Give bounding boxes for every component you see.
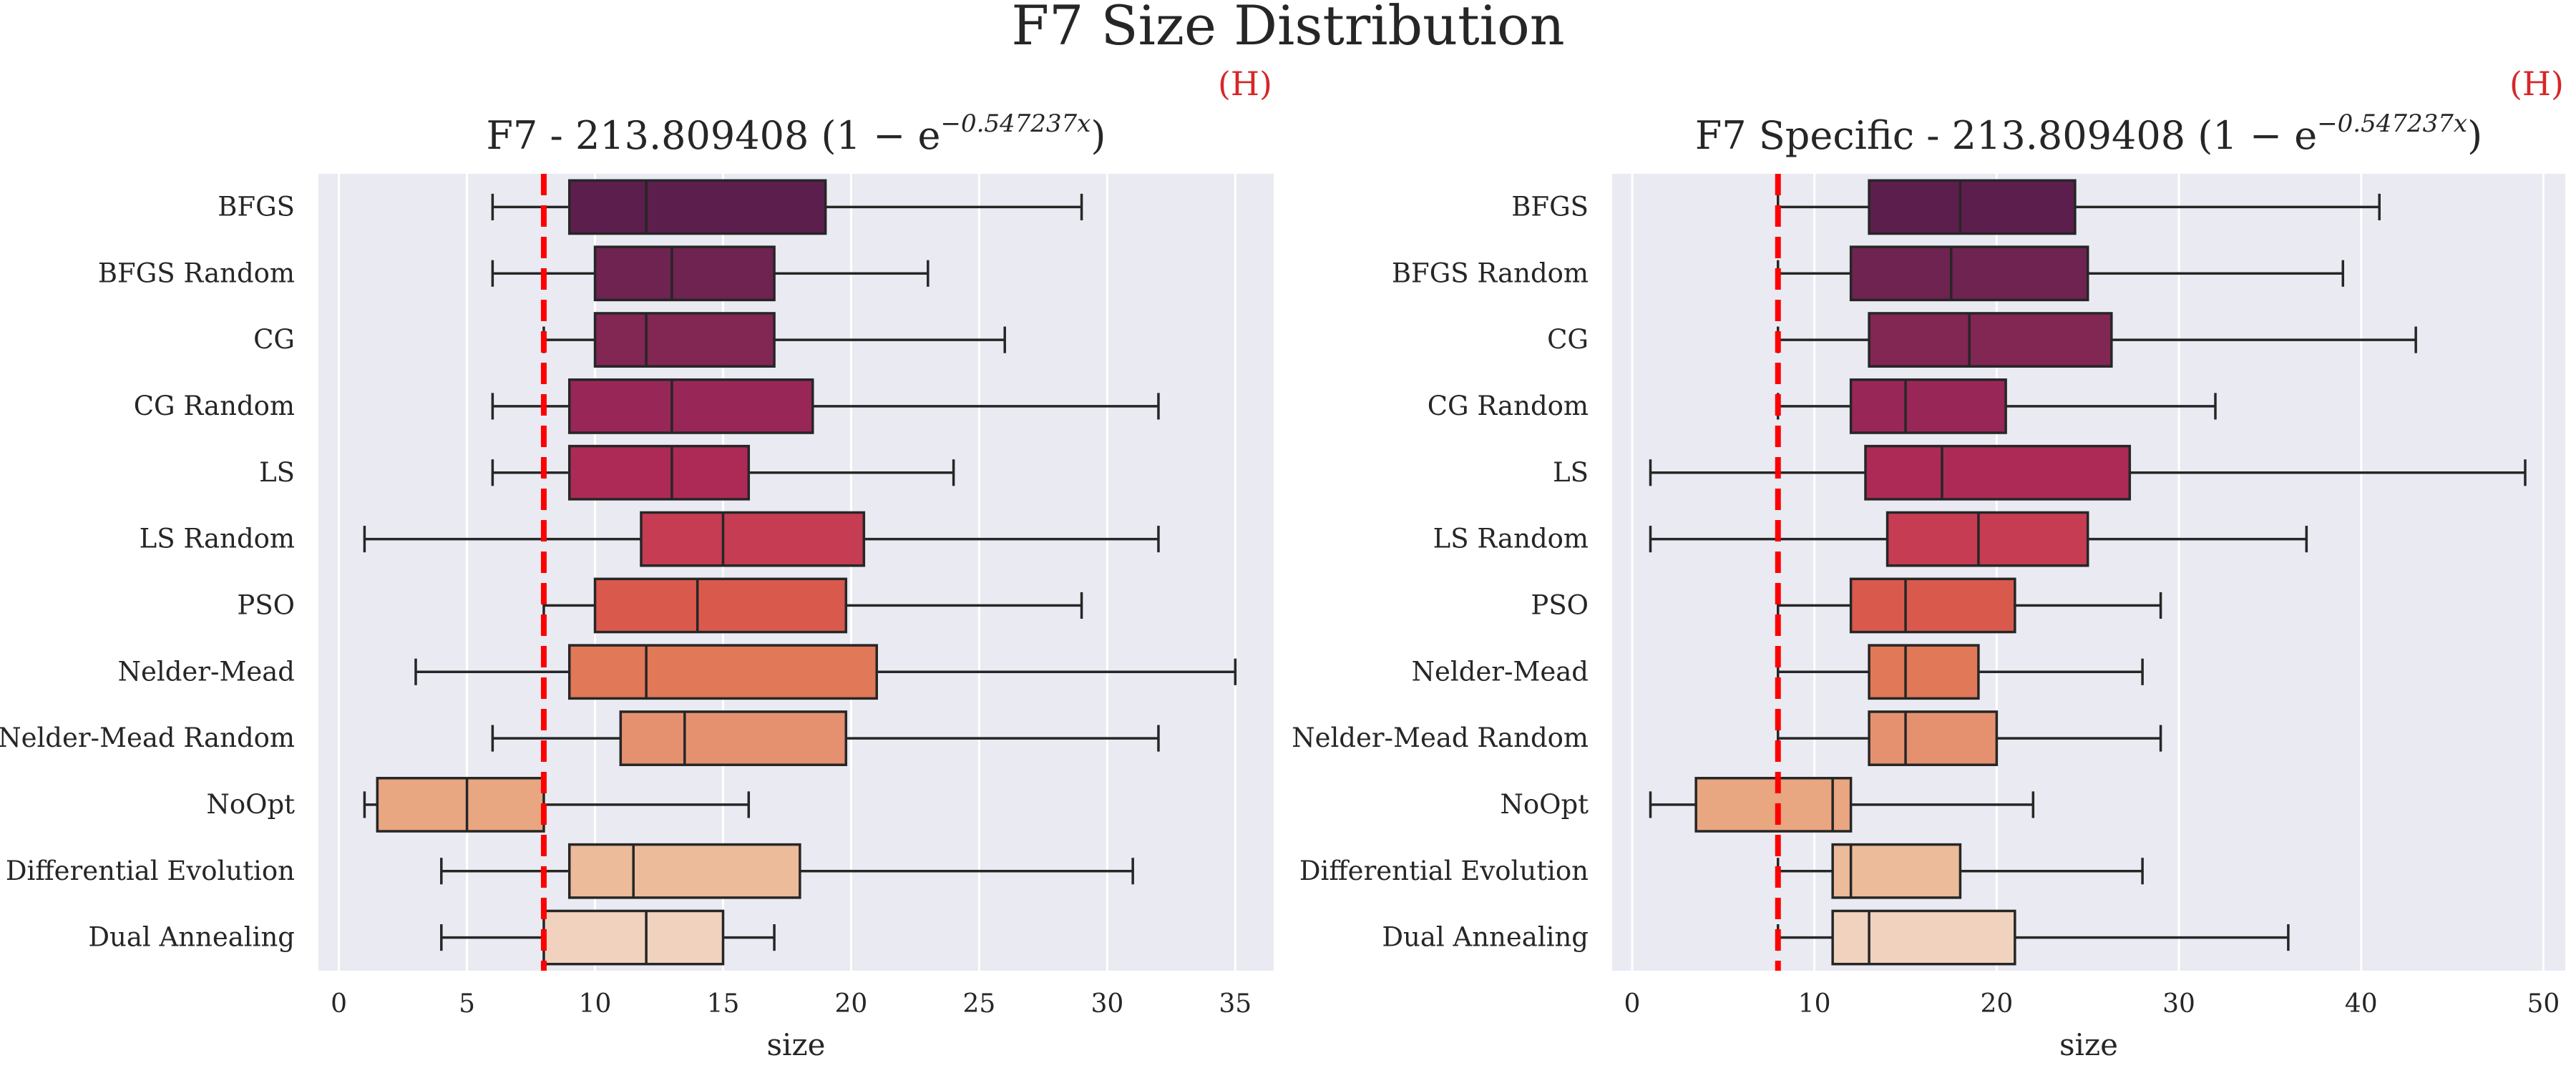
box-dual-annealing xyxy=(542,909,725,966)
reference-marker-right: (H) xyxy=(2509,64,2564,103)
box-bfgs-random xyxy=(593,245,776,302)
box-differential-evolution xyxy=(568,843,801,899)
category-label-pso: PSO xyxy=(237,589,295,620)
category-label-ls-random: LS Random xyxy=(140,524,295,554)
category-label-bfgs: BFGS xyxy=(218,191,295,222)
category-label-cg: CG xyxy=(253,324,295,355)
box-pso xyxy=(593,577,848,634)
x-tick-label-20: 20 xyxy=(835,989,868,1019)
category-label-cg-random: CG Random xyxy=(134,391,295,421)
x-tick-label-30: 30 xyxy=(1091,989,1123,1019)
box-ls xyxy=(1864,444,2132,501)
x-tick-label-10: 10 xyxy=(1798,989,1831,1019)
figure-title: F7 Size Distribution xyxy=(1011,0,1564,57)
box-nelder-mead xyxy=(1868,644,1980,700)
category-label-bfgs-random: BFGS Random xyxy=(1392,258,1589,288)
category-label-nelder-mead-random: Nelder-Mead Random xyxy=(0,722,295,753)
x-tick-label-5: 5 xyxy=(459,989,475,1019)
box-nelder-mead-random xyxy=(619,710,848,766)
category-label-ls-random: LS Random xyxy=(1433,524,1589,554)
category-label-nelder-mead: Nelder-Mead xyxy=(118,656,295,687)
category-label-ls: LS xyxy=(259,457,295,488)
box-dual-annealing xyxy=(1831,909,2016,966)
chart-panel-left: 0 5 10 15 20 25 30 35 size F7 - 213.809408 (1 − e… xyxy=(0,64,1274,1062)
box-cg-random xyxy=(1849,378,2007,434)
x-tick-label-30: 30 xyxy=(2162,989,2195,1019)
category-label-bfgs: BFGS xyxy=(1511,191,1589,222)
box-cg xyxy=(593,312,776,368)
category-label-cg-random: CG Random xyxy=(1428,391,1589,421)
x-tick-label-40: 40 xyxy=(2345,989,2378,1019)
chart-panel-right: 0 10 20 30 40 50 size F7 Specific - 213.809408 … xyxy=(1292,64,2565,1062)
category-label-dual-annealing: Dual Annealing xyxy=(1382,922,1589,953)
reference-marker-left: (H) xyxy=(1218,64,1272,103)
x-tick-label-25: 25 xyxy=(962,989,995,1019)
category-label-nelder-mead-random: Nelder-Mead Random xyxy=(1292,722,1589,753)
category-label-differential-evolution: Differential Evolution xyxy=(1299,856,1589,886)
box-noopt xyxy=(1694,777,1853,833)
panel-title-left: F7 - 213.809408 (1 − e−0.547237x) xyxy=(487,109,1106,158)
x-tick-label-20: 20 xyxy=(1980,989,2013,1019)
x-axis-label-right: size xyxy=(2059,1027,2118,1062)
box-pso xyxy=(1849,577,2016,634)
box-bfgs xyxy=(568,179,827,235)
box-ls-random xyxy=(640,511,866,567)
x-tick-label-50: 50 xyxy=(2527,989,2560,1019)
box-nelder-mead xyxy=(568,644,878,700)
category-label-nelder-mead: Nelder-Mead xyxy=(1412,656,1589,687)
x-tick-label-10: 10 xyxy=(579,989,612,1019)
x-tick-label-0: 0 xyxy=(331,989,347,1019)
box-nelder-mead-random xyxy=(1868,710,1999,766)
box-differential-evolution xyxy=(1831,843,1962,899)
x-tick-label-35: 35 xyxy=(1219,989,1252,1019)
category-label-dual-annealing: Dual Annealing xyxy=(88,922,295,953)
plot-area-right xyxy=(1612,174,2565,971)
category-label-pso: PSO xyxy=(1531,589,1589,620)
category-label-noopt: NoOpt xyxy=(1500,789,1589,820)
category-label-differential-evolution: Differential Evolution xyxy=(6,856,295,886)
box-ls xyxy=(568,444,751,501)
panel-title-right: F7 Specific - 213.809408 (1 − e−0.547237… xyxy=(1695,109,2482,158)
box-ls-random xyxy=(1885,511,2089,567)
x-tick-label-15: 15 xyxy=(707,989,740,1019)
box-bfgs xyxy=(1868,179,2077,235)
box-bfgs-random xyxy=(1849,245,2089,302)
box-noopt xyxy=(376,777,545,833)
category-label-bfgs-random: BFGS Random xyxy=(98,258,295,288)
category-label-cg: CG xyxy=(1547,324,1589,355)
plot-area-left xyxy=(318,174,1274,971)
x-tick-label-0: 0 xyxy=(1624,989,1641,1019)
category-label-noopt: NoOpt xyxy=(206,789,295,820)
box-cg xyxy=(1868,312,2113,368)
box-cg-random xyxy=(568,378,814,434)
category-label-ls: LS xyxy=(1553,457,1589,488)
x-axis-label-left: size xyxy=(767,1027,826,1062)
